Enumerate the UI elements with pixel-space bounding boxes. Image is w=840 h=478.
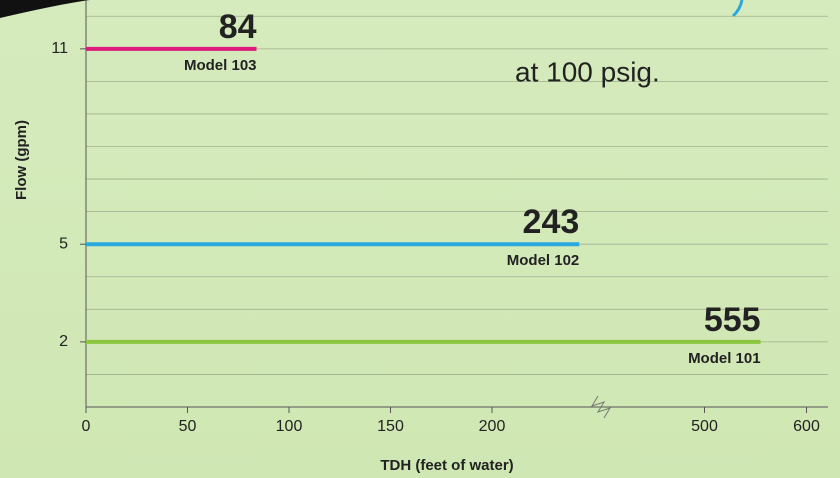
y-tick-label: 11 (51, 40, 68, 57)
y-axis-label: Flow (gpm) (13, 120, 30, 200)
x-tick-label: 200 (479, 418, 506, 435)
series-label: Model 101 (688, 350, 761, 367)
value-label: 84 (219, 8, 257, 46)
y-tick-label: 2 (59, 333, 68, 350)
axis-break (590, 395, 612, 419)
x-tick-label: 500 (691, 418, 718, 435)
decor (731, 0, 744, 18)
value-label: 243 (523, 203, 580, 241)
annotation: at 100 psig. (515, 56, 660, 87)
series-label: Model 103 (184, 57, 257, 74)
x-tick-label: 600 (793, 418, 820, 435)
value-label: 555 (704, 301, 761, 339)
x-tick-label: 50 (179, 418, 197, 435)
series-label: Model 102 (507, 252, 580, 269)
x-tick-label: 100 (276, 418, 303, 435)
corner-shape (0, 0, 90, 18)
y-tick-label: 5 (59, 235, 68, 252)
x-tick-label: 150 (377, 418, 404, 435)
x-axis-label: TDH (feet of water) (380, 457, 513, 474)
x-tick-label: 0 (82, 418, 91, 435)
